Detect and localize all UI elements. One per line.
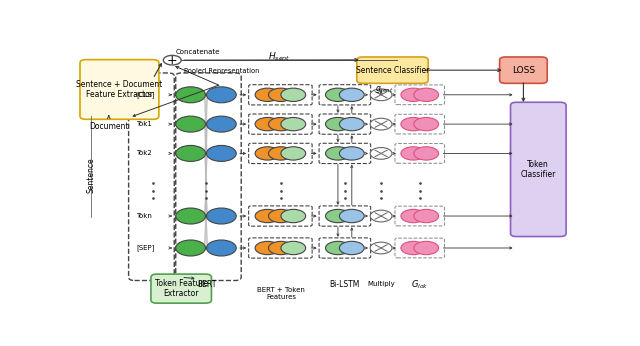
Circle shape [176, 87, 205, 103]
Circle shape [176, 240, 205, 256]
Circle shape [281, 147, 306, 160]
Text: Token Feature
Extractor: Token Feature Extractor [154, 279, 208, 298]
Circle shape [326, 117, 350, 131]
Text: Tok1: Tok1 [136, 121, 152, 127]
Text: LOSS: LOSS [512, 66, 535, 75]
Text: $H_{sent}$: $H_{sent}$ [269, 51, 291, 63]
Circle shape [281, 242, 306, 255]
Circle shape [255, 209, 280, 223]
Circle shape [339, 147, 364, 160]
Text: Tokn: Tokn [136, 213, 152, 219]
Circle shape [207, 208, 236, 224]
Circle shape [255, 147, 280, 160]
Text: Bi-LSTM: Bi-LSTM [330, 280, 360, 289]
Text: Concatenate: Concatenate [175, 49, 220, 55]
Circle shape [401, 242, 426, 255]
Circle shape [255, 88, 280, 101]
Circle shape [176, 145, 205, 162]
Circle shape [339, 209, 364, 223]
Text: Sentence + Document
Feature Extractor: Sentence + Document Feature Extractor [76, 80, 163, 99]
Circle shape [255, 242, 280, 255]
Circle shape [414, 117, 438, 131]
Text: Sentence Classifier: Sentence Classifier [356, 66, 429, 75]
Circle shape [414, 88, 438, 101]
Text: Token
Classifier: Token Classifier [520, 160, 556, 179]
Circle shape [269, 147, 293, 160]
FancyBboxPatch shape [151, 274, 211, 303]
Text: [CLS]: [CLS] [136, 91, 154, 98]
Circle shape [326, 147, 350, 160]
Circle shape [326, 88, 350, 101]
FancyBboxPatch shape [80, 60, 159, 119]
Circle shape [281, 117, 306, 131]
Text: Document: Document [89, 122, 129, 131]
Circle shape [326, 242, 350, 255]
Text: +: + [167, 54, 177, 67]
Circle shape [414, 147, 438, 160]
Text: BERT + Token
Features: BERT + Token Features [257, 287, 305, 300]
Circle shape [269, 88, 293, 101]
Circle shape [163, 55, 181, 65]
Circle shape [207, 87, 236, 103]
Circle shape [269, 209, 293, 223]
Text: Tok2: Tok2 [136, 151, 152, 156]
Circle shape [207, 145, 236, 162]
Circle shape [401, 147, 426, 160]
Circle shape [339, 117, 364, 131]
Circle shape [269, 242, 293, 255]
Circle shape [281, 88, 306, 101]
Text: Pooled Representation: Pooled Representation [184, 69, 260, 74]
Circle shape [370, 242, 392, 254]
Circle shape [207, 240, 236, 256]
Text: Multiply: Multiply [367, 282, 395, 288]
Circle shape [339, 88, 364, 101]
Text: $g_{sent}$: $g_{sent}$ [375, 84, 394, 95]
Circle shape [281, 209, 306, 223]
Circle shape [370, 210, 392, 222]
Text: Sentence: Sentence [86, 157, 95, 192]
Circle shape [414, 242, 438, 255]
Circle shape [370, 147, 392, 159]
Circle shape [207, 116, 236, 132]
FancyBboxPatch shape [511, 102, 566, 237]
Circle shape [255, 117, 280, 131]
FancyBboxPatch shape [356, 57, 428, 83]
FancyBboxPatch shape [500, 57, 547, 83]
Circle shape [176, 208, 205, 224]
Text: $G_{lok}$: $G_{lok}$ [411, 278, 428, 291]
Circle shape [370, 118, 392, 130]
Circle shape [401, 117, 426, 131]
Circle shape [401, 88, 426, 101]
Text: [SEP]: [SEP] [136, 245, 154, 252]
Circle shape [176, 116, 205, 132]
Text: BERT: BERT [196, 280, 216, 289]
Circle shape [326, 209, 350, 223]
Circle shape [269, 117, 293, 131]
Circle shape [370, 89, 392, 101]
Circle shape [401, 209, 426, 223]
Circle shape [414, 209, 438, 223]
Circle shape [339, 242, 364, 255]
